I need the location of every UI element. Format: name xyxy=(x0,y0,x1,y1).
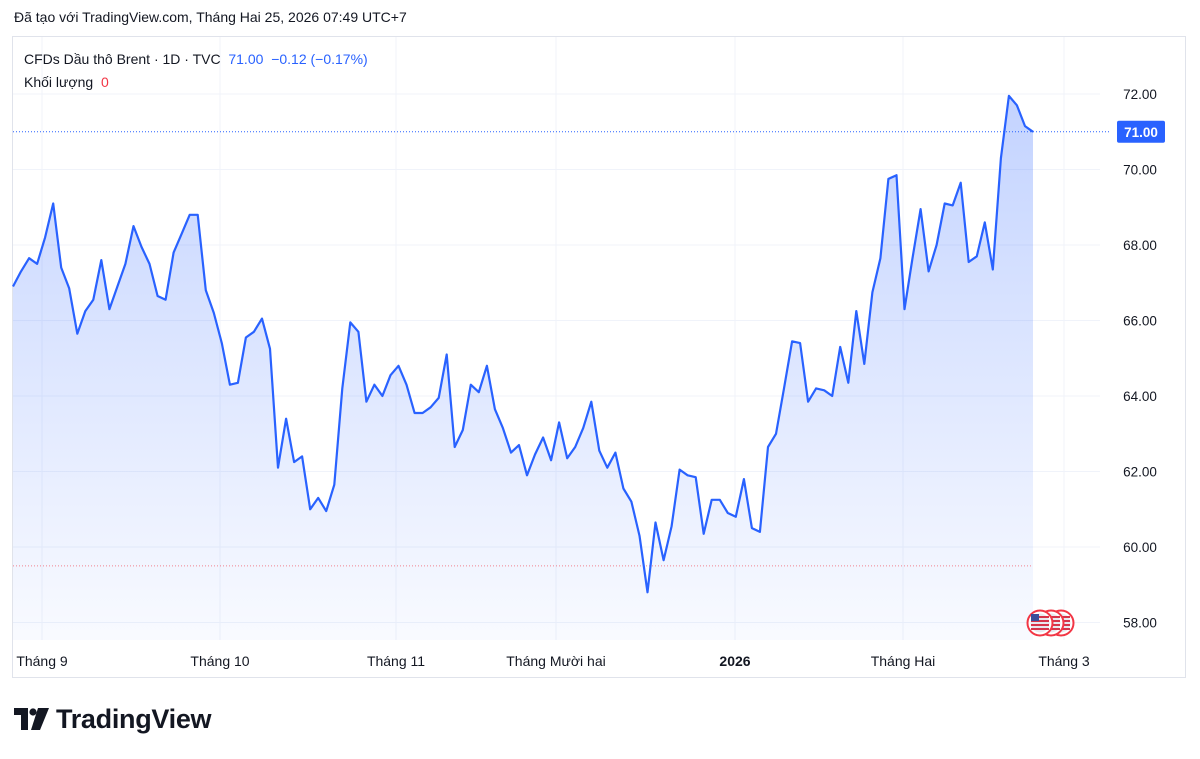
volume-label[interactable]: Khối lượng xyxy=(24,74,93,90)
tradingview-logo[interactable]: TradingView xyxy=(14,704,211,734)
last-price-value: 71.00 xyxy=(228,51,263,67)
volume-line: Khối lượng 0 xyxy=(24,71,368,94)
tradingview-logo-icon xyxy=(14,708,50,730)
symbol-line: CFDs Dầu thô Brent · 1D · TVC 71.00 −0.1… xyxy=(24,48,368,71)
y-tick-label: 66.00 xyxy=(1123,314,1157,329)
us-flag-event-icon[interactable] xyxy=(1028,611,1053,636)
x-tick-label: 2026 xyxy=(719,653,750,669)
price-series xyxy=(13,96,1110,640)
event-badges xyxy=(1028,611,1074,636)
volume-value: 0 xyxy=(101,74,109,90)
price-axis: 72.00 70.00 68.00 66.00 64.00 62.00 60.00 58.00… xyxy=(1117,87,1165,631)
time-axis: Tháng 9 Tháng 10 Tháng 11 Tháng Mười hai 202… xyxy=(16,653,1090,669)
chart-legend: CFDs Dầu thô Brent · 1D · TVC 71.00 −0.1… xyxy=(24,48,368,94)
y-tick-label: 72.00 xyxy=(1123,87,1157,102)
price-change-value: −0.12 (−0.17%) xyxy=(271,51,368,67)
x-tick-label: Tháng 9 xyxy=(16,653,68,669)
symbol-name[interactable]: CFDs Dầu thô Brent · 1D · TVC xyxy=(24,51,221,67)
price-area-fill xyxy=(13,96,1033,640)
x-tick-label: Tháng 3 xyxy=(1038,653,1090,669)
y-tick-label: 58.00 xyxy=(1123,616,1157,631)
x-tick-label: Tháng 10 xyxy=(190,653,249,669)
y-tick-label: 68.00 xyxy=(1123,238,1157,253)
y-tick-label: 70.00 xyxy=(1123,163,1157,178)
y-tick-label: 64.00 xyxy=(1123,389,1157,404)
y-tick-label: 62.00 xyxy=(1123,465,1157,480)
tradingview-logo-text: TradingView xyxy=(56,704,211,735)
x-tick-label: Tháng 11 xyxy=(367,653,425,669)
y-tick-label: 60.00 xyxy=(1123,540,1157,555)
x-tick-label: Tháng Mười hai xyxy=(506,653,605,669)
last-price-badge-label: 71.00 xyxy=(1124,125,1158,140)
x-tick-label: Tháng Hai xyxy=(871,653,936,669)
